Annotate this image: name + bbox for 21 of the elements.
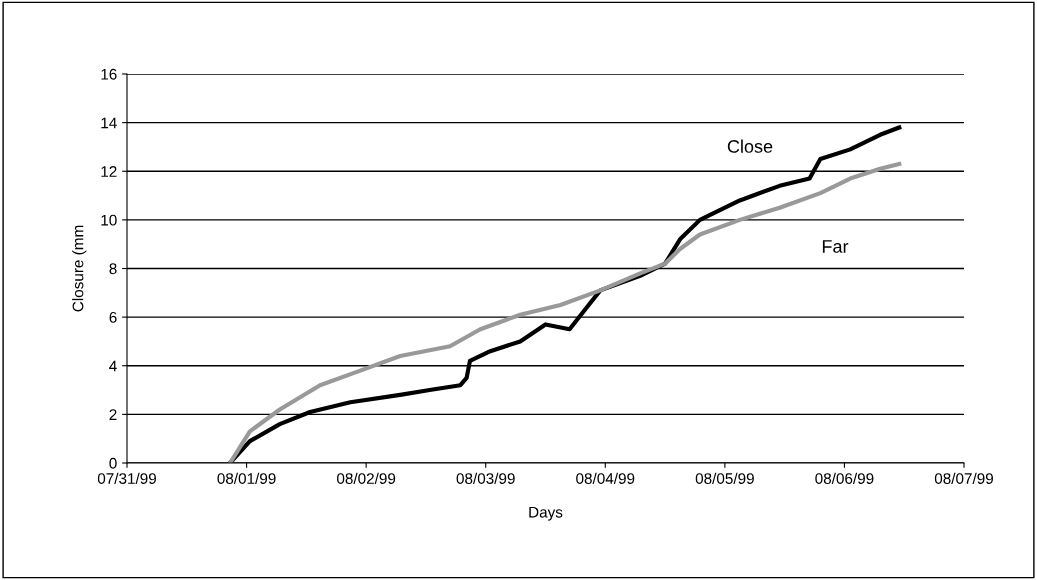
- y-tick-label: 8: [109, 263, 117, 275]
- x-tick-label: 08/05/99: [695, 472, 754, 484]
- y-tick-label: 6: [109, 311, 117, 323]
- annotation: Close: [727, 139, 773, 153]
- x-tick-label: 08/03/99: [456, 472, 515, 484]
- x-tick-label: 08/02/99: [337, 472, 396, 484]
- y-tick-label: 16: [101, 68, 117, 80]
- y-tick-label: 2: [109, 409, 117, 420]
- y-tick-label: 4: [109, 360, 117, 372]
- x-tick-label: 08/07/99: [934, 472, 994, 484]
- x-tick-label: 08/06/99: [815, 472, 874, 484]
- x-tick-label: 08/01/99: [217, 472, 276, 484]
- annotation: Far: [822, 240, 849, 253]
- y-tick-label: 0: [109, 457, 117, 469]
- y-tick-label: 10: [101, 214, 117, 226]
- y-tick-label: 12: [101, 166, 117, 177]
- x-tick-label: 08/04/99: [576, 472, 635, 484]
- y-tick-label: 14: [101, 117, 117, 129]
- x-axis-title: Days: [529, 506, 563, 521]
- x-tick-label: 07/31/99: [97, 472, 157, 484]
- y-axis-title: Closure (mm: [72, 225, 87, 312]
